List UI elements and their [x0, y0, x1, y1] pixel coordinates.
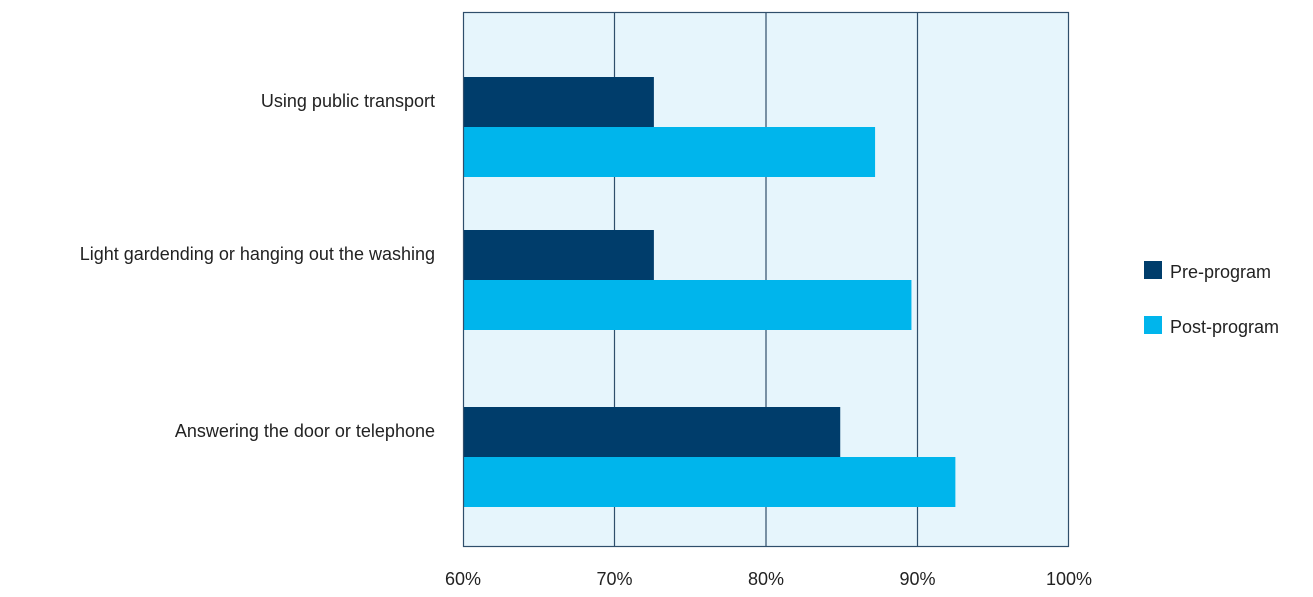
x-tick-label: 70% [596, 569, 632, 589]
bar-pre-program [463, 230, 654, 280]
bar-pre-program [463, 77, 654, 127]
category-label: Answering the door or telephone [175, 421, 435, 441]
category-label: Light gardending or hanging out the wash… [80, 244, 435, 264]
bar-post-program [463, 280, 912, 330]
legend-swatch-post-program [1144, 316, 1162, 334]
x-tick-label: 60% [445, 569, 481, 589]
legend-label-post-program: Post-program [1170, 317, 1279, 337]
x-tick-label: 80% [748, 569, 784, 589]
category-label: Using public transport [261, 91, 435, 111]
legend-swatch-pre-program [1144, 261, 1162, 279]
bar-post-program [463, 457, 956, 507]
plot-frame [462, 11, 1070, 548]
bar-post-program [463, 127, 876, 177]
bar-pre-program [463, 407, 841, 457]
x-tick-label: 100% [1046, 569, 1092, 589]
x-tick-label: 90% [899, 569, 935, 589]
legend-label-pre-program: Pre-program [1170, 262, 1271, 282]
